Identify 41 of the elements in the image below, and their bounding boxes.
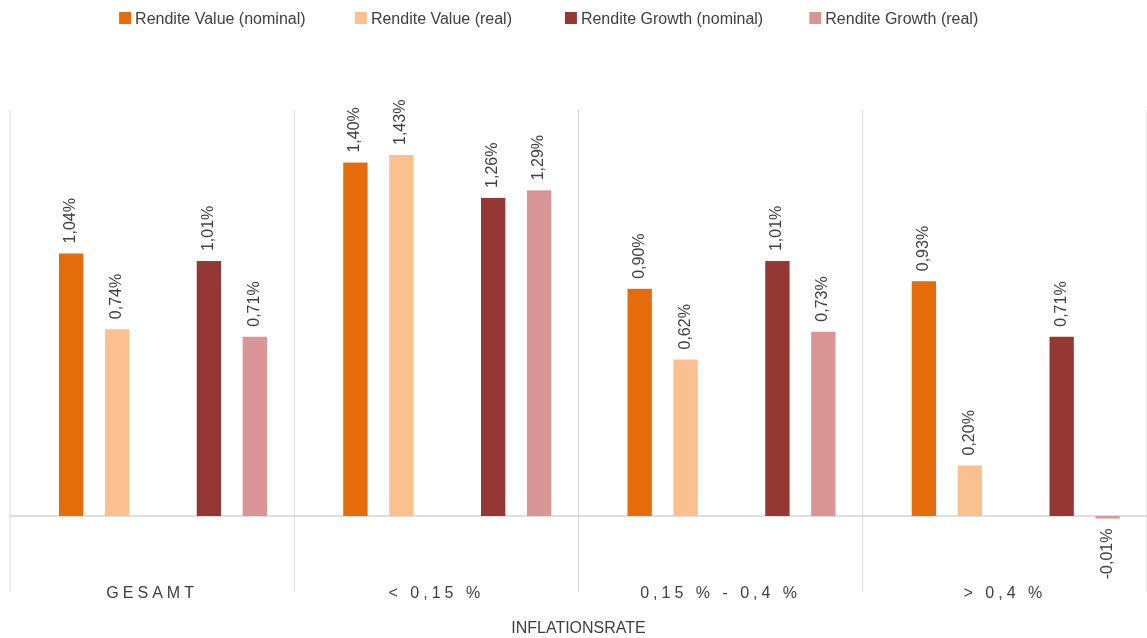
x-tick-label: < 0,15 % <box>388 584 485 601</box>
bar <box>1049 336 1074 516</box>
bar <box>343 162 368 516</box>
data-label: 0,74% <box>107 273 125 320</box>
bar <box>59 253 84 516</box>
legend-label: Rendite Growth (real) <box>825 10 979 27</box>
bar <box>811 331 836 516</box>
bar <box>765 261 790 516</box>
bar <box>242 336 267 516</box>
data-label: 0,90% <box>629 233 647 279</box>
data-label: 0,62% <box>675 304 693 350</box>
legend-label: Rendite Growth (nominal) <box>580 10 764 27</box>
data-label: 1,43% <box>391 99 409 145</box>
data-label: 1,04% <box>61 198 79 244</box>
data-label: 0,71% <box>244 281 262 327</box>
data-label: 0,71% <box>1051 281 1069 327</box>
x-tick-label: GESAMT <box>106 584 198 601</box>
bar <box>196 261 222 516</box>
bar <box>481 197 506 516</box>
data-label: 1,29% <box>529 134 547 181</box>
bar <box>389 155 414 516</box>
data-label: -0,01% <box>1097 528 1115 580</box>
bar <box>957 465 982 516</box>
x-axis-title: INFLATIONSRATE <box>511 619 646 636</box>
x-tick-label: 0,15 % - 0,4 % <box>640 584 802 601</box>
bar <box>673 359 698 516</box>
data-label: 1,01% <box>198 205 216 252</box>
bar <box>526 190 552 516</box>
data-label: 1,26% <box>483 142 501 188</box>
legend-label: Rendite Value (real) <box>370 10 513 27</box>
legend-label: Rendite Value (nominal) <box>135 10 306 27</box>
data-label: 0,20% <box>959 410 977 456</box>
x-tick-label: > 0,4 % <box>963 584 1047 601</box>
bar <box>1095 516 1120 519</box>
data-label: 0,93% <box>913 225 931 272</box>
bar <box>627 288 652 516</box>
data-label: 0,73% <box>813 276 831 322</box>
data-label: 1,01% <box>767 205 785 252</box>
bar <box>104 329 130 516</box>
data-label: 1,40% <box>345 107 363 153</box>
bar <box>911 281 937 516</box>
